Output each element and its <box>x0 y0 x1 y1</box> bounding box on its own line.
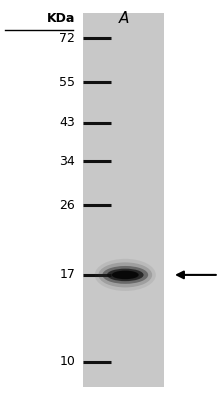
Ellipse shape <box>112 271 139 279</box>
Bar <box>83 13 164 387</box>
Text: 26: 26 <box>59 199 75 212</box>
Ellipse shape <box>95 259 156 291</box>
Text: 34: 34 <box>59 155 75 168</box>
Text: KDa: KDa <box>47 12 75 25</box>
Ellipse shape <box>107 269 144 281</box>
Ellipse shape <box>102 266 148 284</box>
Text: 43: 43 <box>59 116 75 129</box>
Text: 17: 17 <box>59 268 75 282</box>
Ellipse shape <box>98 262 152 288</box>
Text: 10: 10 <box>59 356 75 368</box>
Text: A: A <box>118 11 129 26</box>
Text: 55: 55 <box>59 76 75 89</box>
Text: 72: 72 <box>59 32 75 44</box>
